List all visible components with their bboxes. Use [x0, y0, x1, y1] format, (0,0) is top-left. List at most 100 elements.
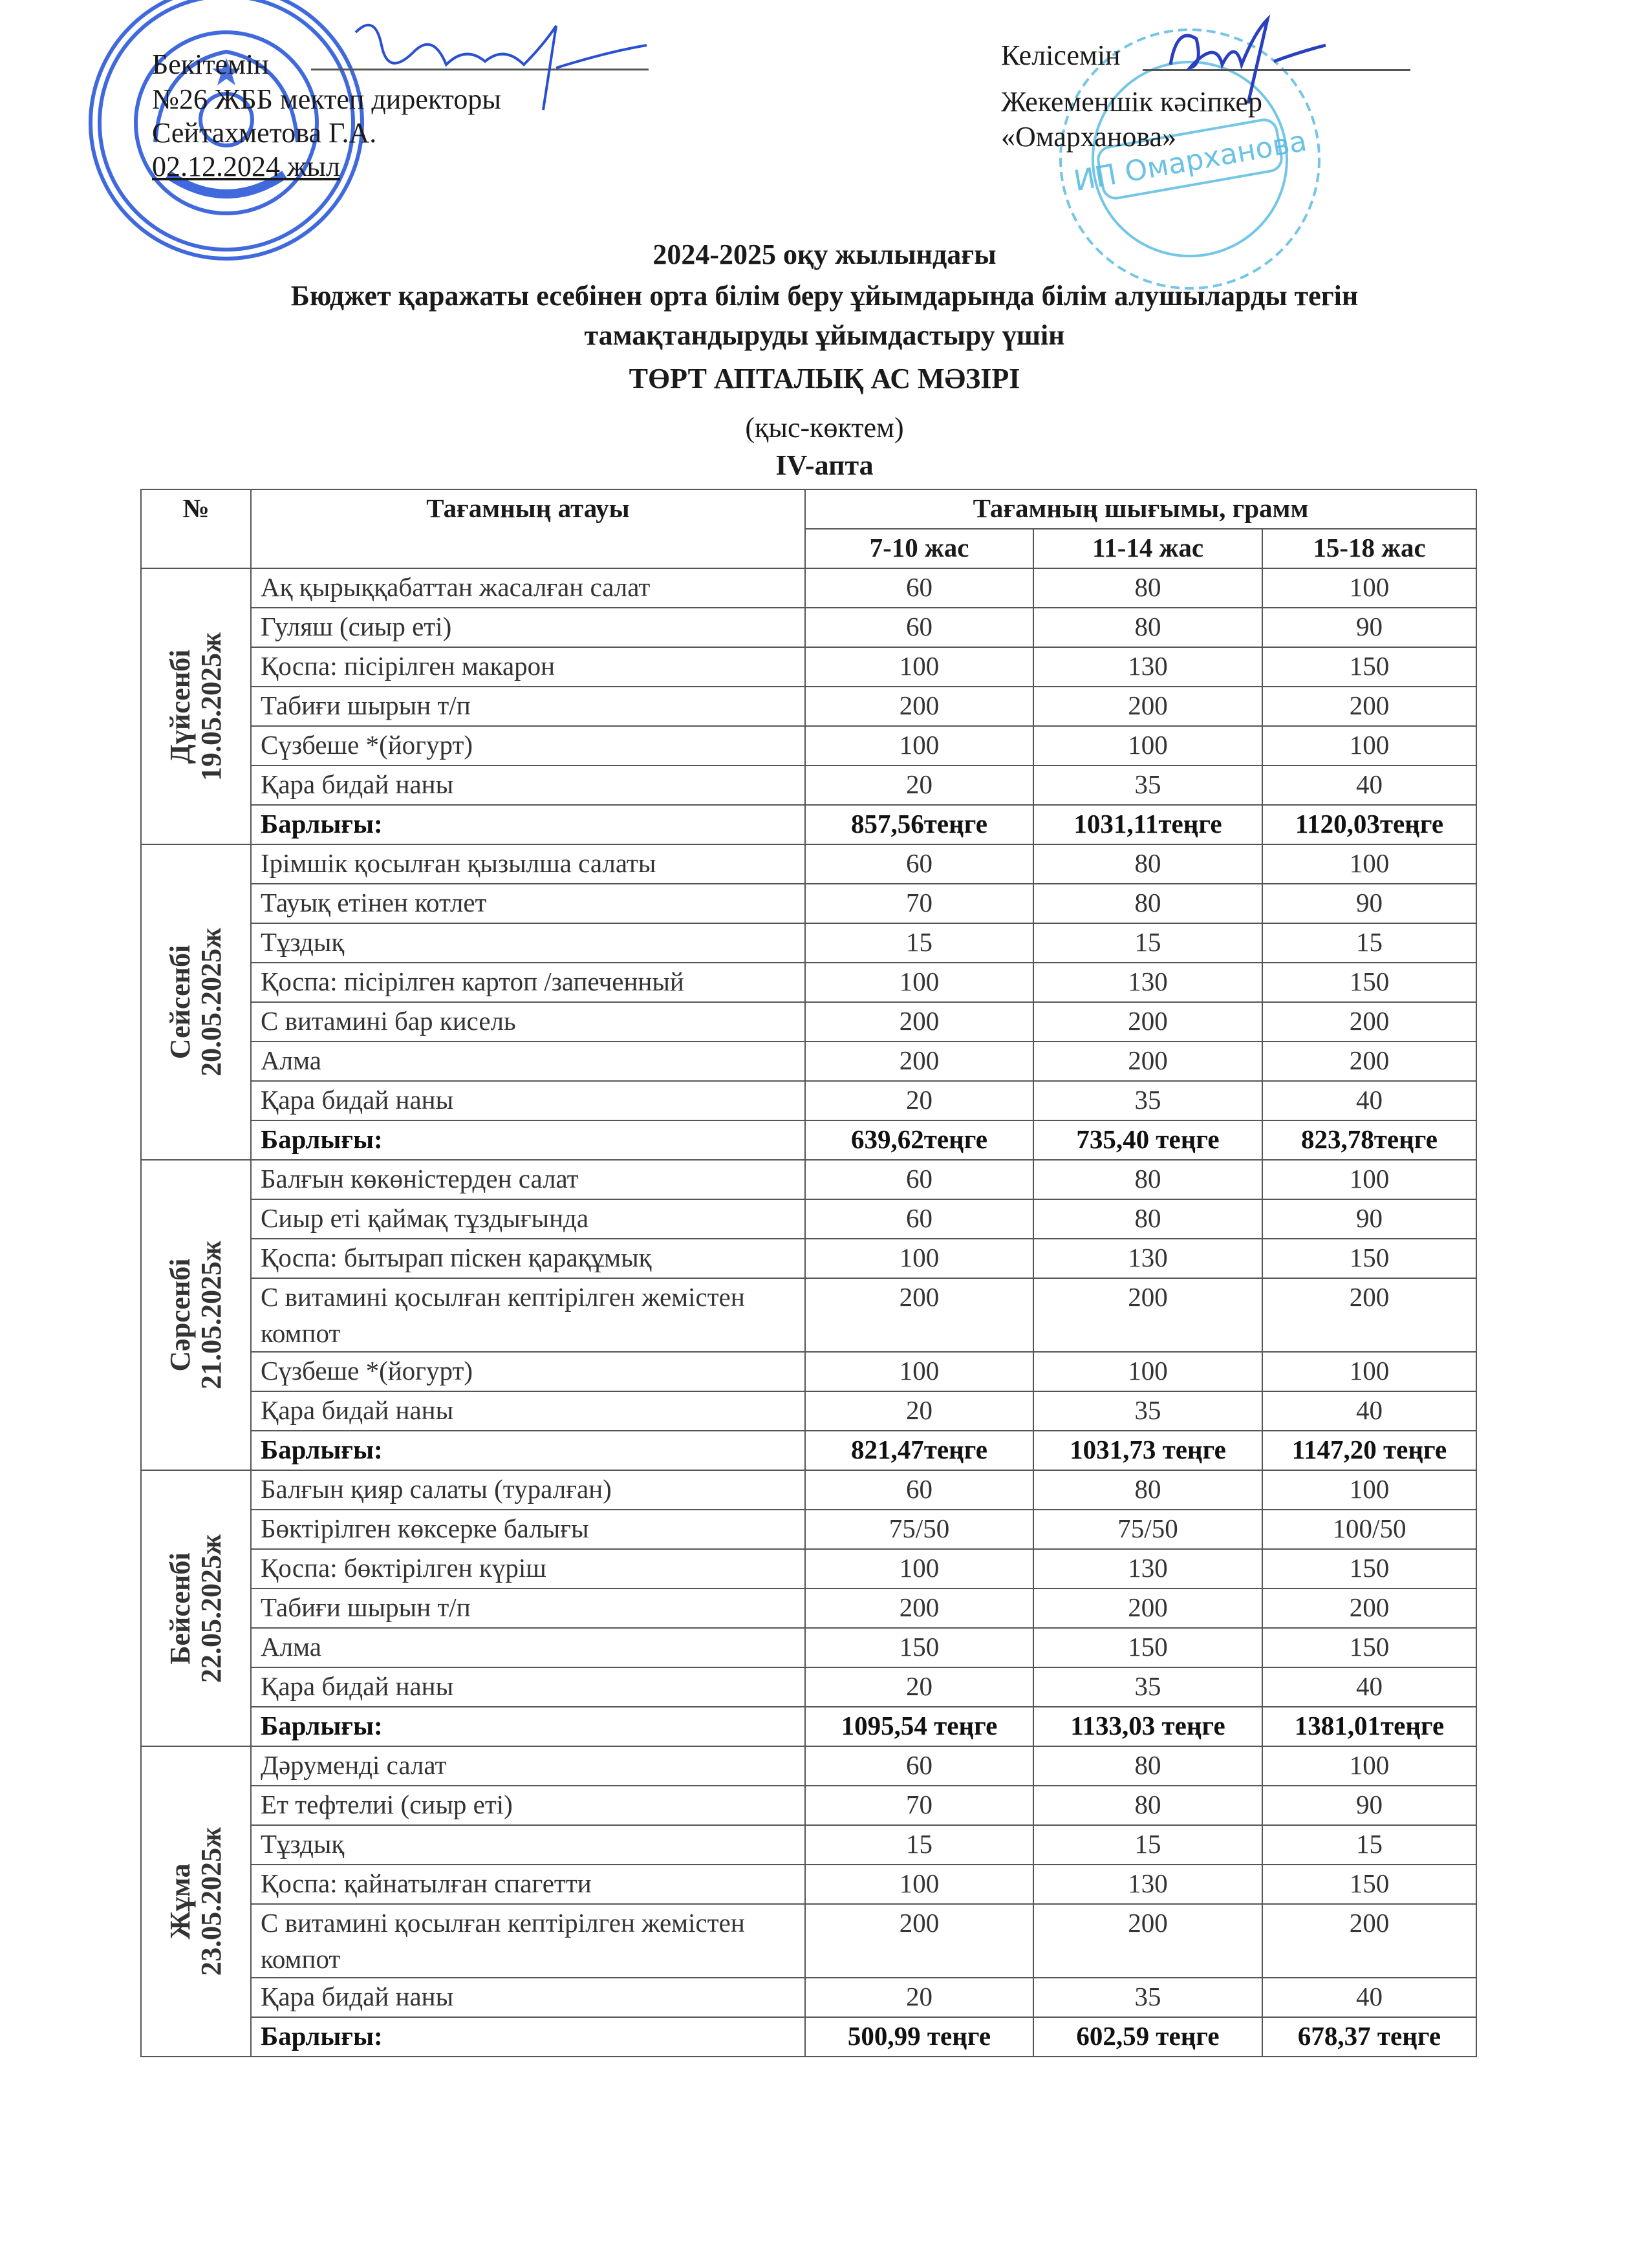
- menu-row: Қара бидай наны 20 35 40: [141, 1977, 1477, 2018]
- portion-value: 80: [1033, 607, 1263, 648]
- portion-value: 70: [804, 1785, 1034, 1826]
- portion-value: 100: [1262, 725, 1477, 766]
- portion-value: 100: [1262, 1470, 1477, 1510]
- menu-row: С витамині қосылған кептірілген жемістен…: [141, 1278, 1477, 1353]
- day-name: Сейсенбі: [164, 945, 196, 1060]
- total-price: 639,62теңге: [804, 1120, 1034, 1161]
- portion-value: 60: [804, 607, 1034, 648]
- day-cell: Бейсенбі 22.05.2025ж: [140, 1470, 252, 1747]
- day-cell: Сәрсенбі 21.05.2025ж: [140, 1159, 252, 1471]
- portion-value: 100: [1262, 1746, 1477, 1786]
- portion-value: 100: [804, 962, 1034, 1003]
- dish-name: Қара бидай наны: [250, 1391, 806, 1431]
- portion-value: 35: [1033, 1667, 1263, 1707]
- menu-row: Алма 150 150 150: [141, 1627, 1477, 1668]
- dish-name: Қоспа: пісірілген макарон: [250, 647, 806, 687]
- portion-value: 40: [1262, 765, 1477, 806]
- menu-row: Бейсенбі 22.05.2025ж Балғын қияр салаты (т…: [140, 1470, 1477, 1747]
- portion-value: 15: [1033, 923, 1263, 963]
- approval-position: №26 ЖББ мектеп директоры: [152, 83, 501, 115]
- menu-row: Сүзбеше *(йогурт) 100 100 100: [141, 1351, 1477, 1392]
- dish-name: Қара бидай наны: [250, 1977, 806, 2018]
- dish-name: Сүзбеше *(йогурт): [250, 1351, 806, 1392]
- day-name: Жұма: [164, 1863, 196, 1940]
- dish-name: Ірімшік қосылған қызылша салаты: [250, 844, 806, 884]
- dish-name: С витамині бар кисель: [250, 1001, 806, 1042]
- total-price: 500,99 теңге: [804, 2017, 1034, 2057]
- portion-value: 200: [804, 1001, 1034, 1042]
- portion-value: 40: [1262, 1667, 1477, 1707]
- menu-row: Тұздық 15 15 15: [141, 923, 1477, 963]
- header-age-11-14: 11-14 жас: [1033, 528, 1263, 569]
- menu-row: Бөктірілген көксерке балығы 75/50 75/50 100…: [141, 1509, 1477, 1550]
- document-title: ТӨРТ АПТАЛЫҚ АС МӘЗІРІ: [629, 363, 1020, 394]
- total-row: Барлығы: 1095,54 теңге 1133,03 теңге 1381,0…: [141, 1706, 1477, 1747]
- menu-row: Қара бидай наны 20 35 40: [141, 1667, 1477, 1707]
- dish-name: Балғын қияр салаты (туралған): [250, 1470, 806, 1510]
- portion-value: 150: [1262, 1627, 1477, 1668]
- portion-value: 20: [804, 765, 1034, 806]
- portion-value: 80: [1033, 1199, 1263, 1239]
- portion-value: 100: [1033, 1351, 1263, 1392]
- portion-value: 150: [1262, 1548, 1477, 1589]
- header-yield: Тағамның шығымы, грамм: [804, 489, 1477, 530]
- menu-row: Қоспа: бөктірілген күріш 100 130 150: [141, 1548, 1477, 1589]
- day-cell: Дүйсенбі 19.05.2025ж: [140, 568, 252, 845]
- day-label: Жұма 23.05.2025ж: [164, 1827, 227, 1976]
- total-price: 1031,11теңге: [1033, 804, 1263, 845]
- dish-name: С витамині қосылған кептірілген жемістен…: [250, 1903, 806, 1978]
- dish-name: Қара бидай наны: [250, 1080, 806, 1121]
- portion-value: 35: [1033, 1391, 1263, 1431]
- total-price: 1120,03теңге: [1262, 804, 1477, 845]
- title-year: 2024-2025 оқу жылындағы: [652, 239, 997, 270]
- dish-name: Тауық етінен котлет: [250, 883, 806, 924]
- menu-row: Қоспа: пісірілген картоп /запеченный 100 1…: [141, 962, 1477, 1003]
- approval-label: Бекітемін: [152, 48, 269, 80]
- menu-row: Сүзбеше *(йогурт) 100 100 100: [141, 725, 1477, 766]
- day-name: Бейсенбі: [164, 1552, 196, 1665]
- total-price: 1133,03 теңге: [1033, 1706, 1263, 1747]
- total-label: Барлығы:: [250, 1120, 806, 1161]
- agreement-name: «Омарханова»: [1001, 121, 1177, 153]
- total-label: Барлығы:: [250, 2017, 806, 2057]
- portion-value: 60: [804, 1746, 1034, 1786]
- portion-value: 60: [804, 1470, 1034, 1510]
- portion-value: 150: [1262, 962, 1477, 1003]
- portion-value: 20: [804, 1391, 1034, 1431]
- menu-row: Гуляш (сиыр еті) 60 80 90: [141, 607, 1477, 648]
- portion-value: 40: [1262, 1391, 1477, 1431]
- title-subject: Бюджет қаражаты есебінен орта білім беру…: [290, 280, 1359, 312]
- dish-name: Гуляш (сиыр еті): [250, 607, 806, 648]
- menu-row: Қара бидай наны 20 35 40: [141, 1391, 1477, 1431]
- dish-name: Қоспа: бөктірілген күріш: [250, 1548, 806, 1589]
- portion-value: 150: [1262, 647, 1477, 687]
- agreement-label: Келісемін: [1001, 39, 1121, 71]
- portion-value: 200: [1033, 1041, 1263, 1082]
- day-date: 22.05.2025ж: [195, 1534, 227, 1683]
- title-purpose: тамақтандыруды ұйымдастыру үшін: [584, 319, 1065, 351]
- portion-value: 20: [804, 1667, 1034, 1707]
- portion-value: 80: [1033, 1470, 1263, 1510]
- day-cell: Жұма 23.05.2025ж: [140, 1746, 252, 2057]
- portion-value: 80: [1033, 844, 1263, 884]
- menu-row: Қара бидай наны 20 35 40: [141, 765, 1477, 806]
- total-price: 678,37 теңге: [1262, 2017, 1477, 2057]
- portion-value: 15: [804, 1824, 1034, 1865]
- portion-value: 75/50: [1033, 1509, 1263, 1550]
- menu-row: Қоспа: қайнатылған спагетти 100 130 150: [141, 1864, 1477, 1905]
- dish-name: Табиғи шырын т/п: [250, 1588, 806, 1629]
- menu-row: С витамині қосылған кептірілген жемістен…: [141, 1903, 1477, 1978]
- total-price: 1147,20 теңге: [1262, 1430, 1477, 1471]
- portion-value: 200: [1262, 1588, 1477, 1629]
- total-row: Барлығы: 857,56теңге 1031,11теңге 1120,03те…: [141, 804, 1477, 845]
- total-label: Барлығы:: [250, 804, 806, 845]
- day-date: 21.05.2025ж: [195, 1241, 227, 1389]
- menu-row: Дүйсенбі 19.05.2025ж Ақ қырыққабаттан жаса…: [140, 568, 1477, 845]
- menu-row: Сәрсенбі 21.05.2025ж Балғын көкөністерден …: [140, 1159, 1477, 1471]
- day-cell: Сейсенбі 20.05.2025ж: [140, 844, 252, 1161]
- day-label: Дүйсенбі 19.05.2025ж: [164, 632, 227, 781]
- portion-value: 100: [804, 725, 1034, 766]
- portion-value: 15: [1262, 923, 1477, 963]
- portion-value: 20: [804, 1977, 1034, 2018]
- dish-name: Алма: [250, 1041, 806, 1082]
